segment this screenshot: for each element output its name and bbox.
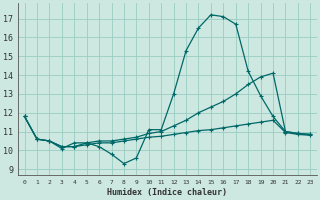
X-axis label: Humidex (Indice chaleur): Humidex (Indice chaleur) xyxy=(108,188,228,197)
